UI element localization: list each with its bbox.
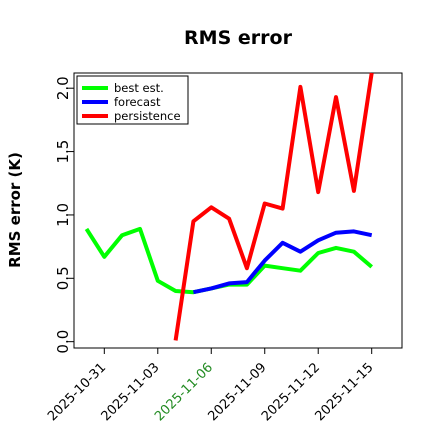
y-tick-label: 0.0	[54, 330, 72, 354]
y-axis-label: RMS error (K)	[6, 152, 24, 268]
y-axis: 0.0 0.5 1.0 1.5 2.0	[54, 76, 74, 354]
series-line-persistence	[173, 72, 374, 341]
y-tick-label: 1.5	[54, 140, 72, 164]
chart-title: RMS error	[184, 27, 293, 49]
y-tick-label: 1.0	[54, 203, 72, 227]
legend-label: forecast	[114, 95, 161, 109]
series-layer	[84, 72, 374, 341]
legend-label: best est.	[114, 81, 164, 95]
plot-area	[73, 72, 403, 349]
x-axis: 2025-10-312025-11-032025-11-062025-11-09…	[45, 348, 377, 424]
series-line-forecast	[192, 229, 373, 295]
legend-label: persistence	[114, 109, 181, 123]
y-tick-label: 2.0	[54, 76, 72, 100]
x-tick-label: 2025-11-15	[312, 360, 376, 424]
y-tick-label: 0.5	[54, 266, 72, 290]
